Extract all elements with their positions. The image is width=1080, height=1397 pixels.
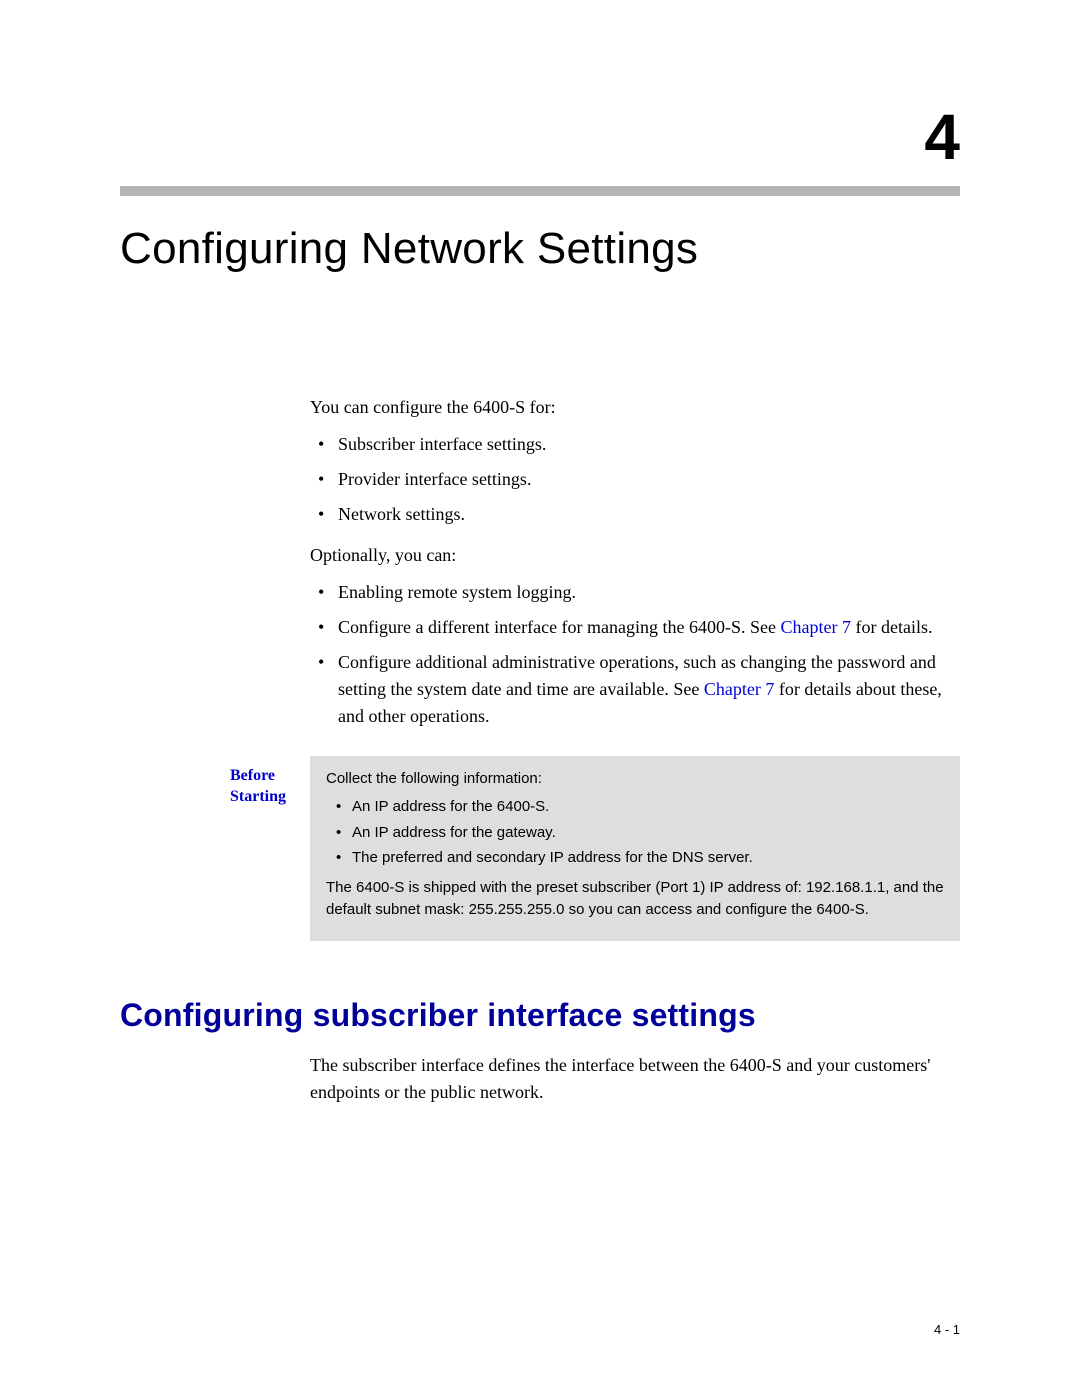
page-footer: 4 - 1 — [934, 1322, 960, 1337]
list-text: Configure a different interface for mana… — [338, 617, 781, 637]
list-item: The preferred and secondary IP address f… — [326, 847, 944, 869]
intro-list-1: Subscriber interface settings. Provider … — [310, 431, 960, 528]
chapter-link[interactable]: Chapter 7 — [704, 679, 774, 699]
horizontal-rule — [120, 186, 960, 196]
list-item: Configure a different interface for mana… — [310, 614, 960, 641]
chapter-title: Configuring Network Settings — [120, 224, 960, 274]
list-item: Enabling remote system logging. — [310, 579, 960, 606]
before-starting-box: Collect the following information: An IP… — [310, 756, 960, 941]
document-page: 4 Configuring Network Settings You can c… — [0, 0, 1080, 1397]
body-content: You can configure the 6400-S for: Subscr… — [310, 394, 960, 941]
intro-list-2: Enabling remote system logging. Configur… — [310, 579, 960, 730]
section-body: The subscriber interface defines the int… — [310, 1052, 960, 1106]
chapter-number: 4 — [120, 100, 960, 174]
box-intro: Collect the following information: — [326, 768, 944, 790]
before-label-line: Before — [230, 766, 302, 787]
before-starting-section: Before Starting Collect the following in… — [310, 756, 960, 941]
list-item: An IP address for the 6400-S. — [326, 796, 944, 818]
list-item: Network settings. — [310, 501, 960, 528]
intro-line: Optionally, you can: — [310, 542, 960, 569]
chapter-link[interactable]: Chapter 7 — [781, 617, 851, 637]
section-heading: Configuring subscriber interface setting… — [120, 997, 960, 1034]
section-paragraph: The subscriber interface defines the int… — [310, 1052, 960, 1106]
box-note: The 6400-S is shipped with the preset su… — [326, 877, 944, 921]
list-item: Subscriber interface settings. — [310, 431, 960, 458]
list-text: for details. — [851, 617, 932, 637]
before-list: An IP address for the 6400-S. An IP addr… — [326, 796, 944, 869]
list-item: An IP address for the gateway. — [326, 822, 944, 844]
intro-line: You can configure the 6400-S for: — [310, 394, 960, 421]
before-label-line: Starting — [230, 787, 302, 808]
before-starting-label: Before Starting — [230, 756, 310, 941]
list-item: Configure additional administrative oper… — [310, 649, 960, 730]
list-item: Provider interface settings. — [310, 466, 960, 493]
